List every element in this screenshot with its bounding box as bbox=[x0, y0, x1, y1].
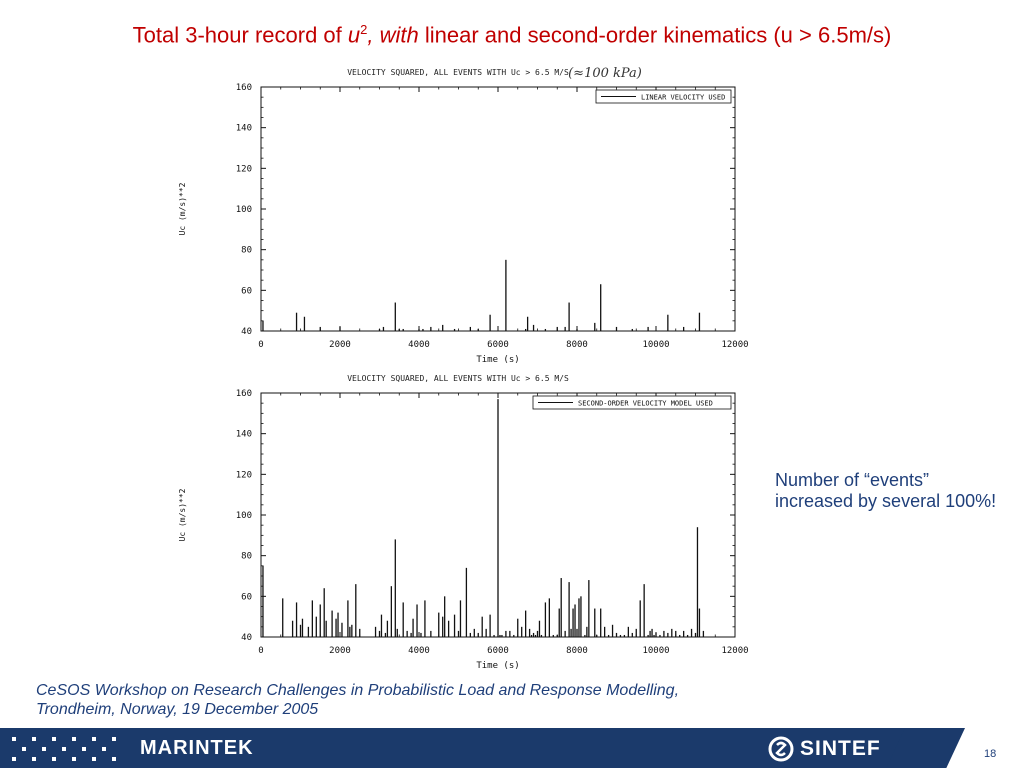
dot-pattern-icon bbox=[10, 737, 120, 761]
footer-bar: MARINTEK SINTEF bbox=[0, 728, 1024, 768]
y-tick-label: 40 bbox=[241, 633, 252, 643]
y-tick-label: 120 bbox=[236, 470, 252, 480]
linear-velocity-chart: VELOCITY SQUARED, ALL EVENTS WITH Uc > 6… bbox=[178, 66, 749, 365]
sintef-logo: SINTEF bbox=[768, 736, 881, 762]
citation-line-2: Trondheim, Norway, 19 December 2005 bbox=[36, 701, 319, 718]
plot-frame bbox=[260, 86, 736, 332]
slide-title: Total 3-hour record of u2, with linear a… bbox=[0, 22, 1024, 48]
y-tick-label: 80 bbox=[241, 552, 252, 562]
legend-box bbox=[532, 395, 732, 410]
title-superscript: 2 bbox=[360, 22, 368, 37]
x-tick-label: 4000 bbox=[408, 340, 430, 350]
y-tick-label: 60 bbox=[241, 286, 252, 296]
sintef-wordmark: SINTEF bbox=[800, 737, 881, 760]
x-axis-label: Time (s) bbox=[476, 355, 519, 365]
y-tick-label: 100 bbox=[236, 205, 252, 215]
legend-label: SECOND-ORDER VELOCITY MODEL USED bbox=[578, 400, 713, 408]
legend-box bbox=[595, 89, 732, 104]
x-tick-label: 2000 bbox=[329, 340, 351, 350]
x-tick-label: 10000 bbox=[642, 340, 669, 350]
y-axis-label: Uc (m/s)**2 bbox=[178, 488, 187, 541]
y-tick-label: 120 bbox=[236, 164, 252, 174]
y-tick-label: 160 bbox=[236, 389, 252, 399]
chart-title: VELOCITY SQUARED, ALL EVENTS WITH Uc > 6… bbox=[347, 374, 569, 383]
y-tick-label: 140 bbox=[236, 124, 252, 134]
events-note: Number of “events” increased by several … bbox=[775, 470, 997, 511]
title-suffix: linear and second-order kinematics (u > … bbox=[418, 22, 892, 48]
title-comma: , bbox=[367, 22, 380, 48]
x-tick-label: 4000 bbox=[408, 646, 430, 656]
chart-annotation: (≈100 kPa) bbox=[568, 66, 642, 81]
x-tick-label: 6000 bbox=[487, 340, 509, 350]
x-tick-label: 6000 bbox=[487, 646, 509, 656]
y-tick-label: 140 bbox=[236, 430, 252, 440]
title-with: with bbox=[379, 22, 419, 48]
x-tick-label: 12000 bbox=[721, 646, 748, 656]
sintef-emblem-icon bbox=[768, 736, 794, 762]
y-tick-label: 80 bbox=[241, 246, 252, 256]
page-number: 18 bbox=[984, 748, 997, 760]
x-tick-label: 12000 bbox=[721, 340, 748, 350]
legend-label: LINEAR VELOCITY USED bbox=[641, 94, 725, 102]
title-variable: u bbox=[347, 22, 361, 48]
y-tick-label: 160 bbox=[236, 83, 252, 93]
x-tick-label: 8000 bbox=[566, 340, 588, 350]
x-tick-label: 2000 bbox=[329, 646, 351, 656]
second-order-velocity-chart: VELOCITY SQUARED, ALL EVENTS WITH Uc > 6… bbox=[178, 374, 749, 671]
y-tick-label: 100 bbox=[236, 511, 252, 521]
y-tick-label: 60 bbox=[241, 592, 252, 602]
citation-line-1: CeSOS Workshop on Research Challenges in… bbox=[36, 682, 680, 699]
y-axis-label: Uc (m/s)**2 bbox=[178, 182, 187, 235]
x-tick-label: 0 bbox=[258, 646, 263, 656]
chart-title: VELOCITY SQUARED, ALL EVENTS WITH Uc > 6… bbox=[347, 68, 569, 77]
title-prefix: Total 3-hour record of bbox=[132, 22, 348, 48]
marintek-logo: MARINTEK bbox=[140, 737, 254, 759]
workshop-citation: CeSOS Workshop on Research Challenges in… bbox=[36, 681, 679, 719]
x-tick-label: 8000 bbox=[566, 646, 588, 656]
x-axis-label: Time (s) bbox=[476, 661, 519, 671]
x-tick-label: 10000 bbox=[642, 646, 669, 656]
y-tick-label: 40 bbox=[241, 327, 252, 337]
x-tick-label: 0 bbox=[258, 340, 263, 350]
